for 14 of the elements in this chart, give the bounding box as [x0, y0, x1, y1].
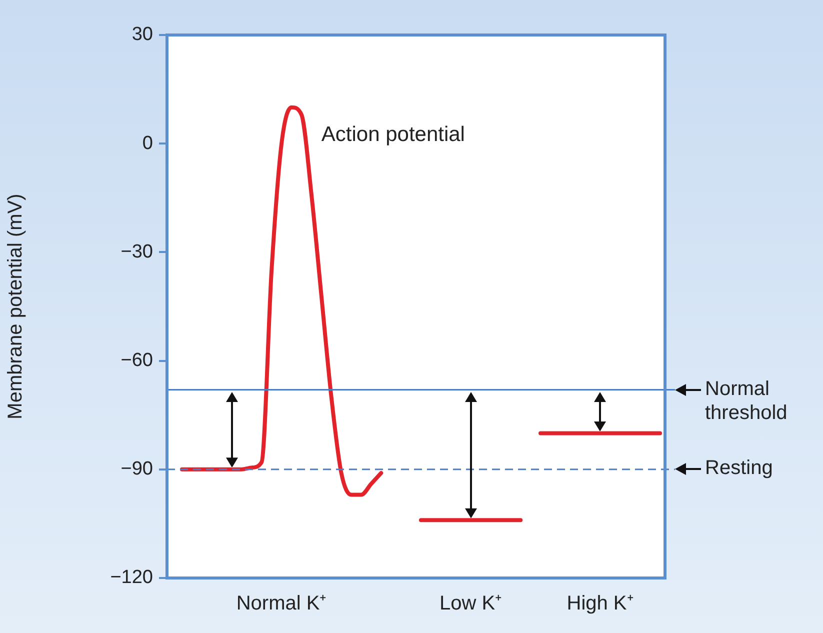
y-tick-label: −120 — [110, 567, 153, 588]
ref-line-label: Normal threshold — [705, 376, 788, 425]
y-tick-label: 30 — [132, 24, 153, 46]
x-tick-label: Normal K⁺ — [236, 592, 327, 615]
y-tick-label: −60 — [120, 350, 153, 372]
y-tick-label: −30 — [120, 241, 153, 262]
y-tick-label: 0 — [142, 132, 153, 154]
x-tick-label: High K⁺ — [566, 592, 634, 615]
y-tick-label: −90 — [120, 458, 153, 480]
annotation: Action potential — [321, 122, 465, 146]
ref-line-label: Resting — [705, 456, 774, 480]
line-series — [180, 105, 384, 497]
x-tick-label: Low K⁺ — [439, 592, 502, 615]
y-axis-title: Membrane potential (mV) — [4, 194, 27, 420]
